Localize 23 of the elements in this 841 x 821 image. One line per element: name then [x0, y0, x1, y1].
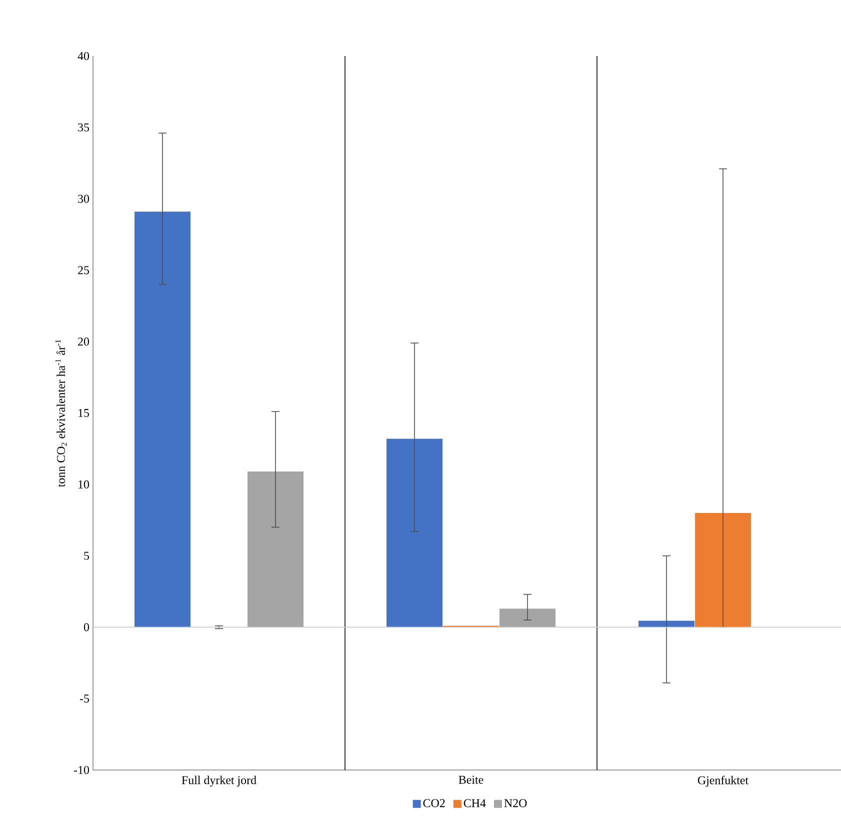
y-tick-label: 35 — [78, 123, 90, 132]
bar — [638, 620, 695, 628]
bar — [248, 472, 304, 628]
legend-label: N2O — [504, 799, 527, 808]
y-tick-label: -10 — [74, 766, 90, 774]
legend-label: CH4 — [464, 799, 486, 808]
bar — [134, 212, 190, 628]
y-tick-label: 40 — [78, 52, 90, 60]
x-tick-label: Full dyrket jord — [182, 776, 256, 787]
x-tick-label: Gjenfuktet — [698, 776, 749, 787]
y-axis-title: tonn CO$_{2}$ ekvivalenter ha$^{-1}$ år$^{-1}$ — [55, 340, 67, 488]
y-tick-label: 20 — [78, 338, 90, 346]
y-tick-label: 10 — [78, 480, 90, 488]
y-tick-label: 25 — [78, 266, 90, 274]
x-tick-label: Beite — [458, 776, 484, 784]
y-tick-label: 0 — [84, 623, 90, 632]
y-tick-label: 30 — [78, 194, 90, 203]
y-tick-label: 5 — [84, 552, 90, 560]
y-tick-label: -5 — [80, 694, 90, 703]
y-tick-label: 15 — [78, 408, 90, 417]
legend-label: CO2 — [423, 799, 445, 808]
bar — [500, 608, 556, 628]
bar — [386, 438, 443, 628]
